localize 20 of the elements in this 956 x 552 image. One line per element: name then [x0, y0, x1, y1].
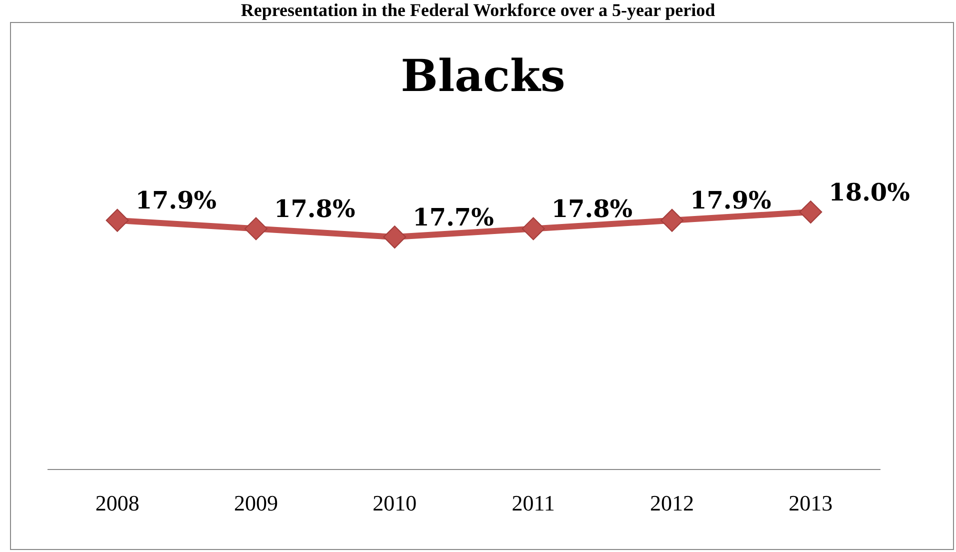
data-label: 17.9% — [690, 186, 772, 215]
point — [660, 208, 684, 232]
x-tick-label: 2012 — [650, 490, 694, 516]
chart-title: Blacks — [400, 51, 566, 102]
chart-subtitle: Representation in the Federal Workforce over a 5-year period — [240, 0, 716, 20]
data-label: 17.7% — [412, 202, 494, 232]
point — [383, 226, 406, 249]
data-label: 18.0% — [828, 177, 910, 206]
data-label: 17.9% — [135, 186, 217, 215]
x-tick-label: 2010 — [372, 490, 417, 516]
x-tick-label: 2009 — [234, 490, 278, 516]
point — [522, 217, 545, 240]
point — [799, 200, 822, 224]
x-tick-label: 2008 — [95, 490, 140, 516]
data-label: 17.8% — [274, 194, 356, 223]
x-tick-label: 2013 — [788, 490, 833, 516]
point — [106, 208, 129, 232]
x-tick-label: 2011 — [512, 490, 555, 516]
point — [244, 217, 268, 240]
data-label: 17.8% — [551, 194, 633, 223]
